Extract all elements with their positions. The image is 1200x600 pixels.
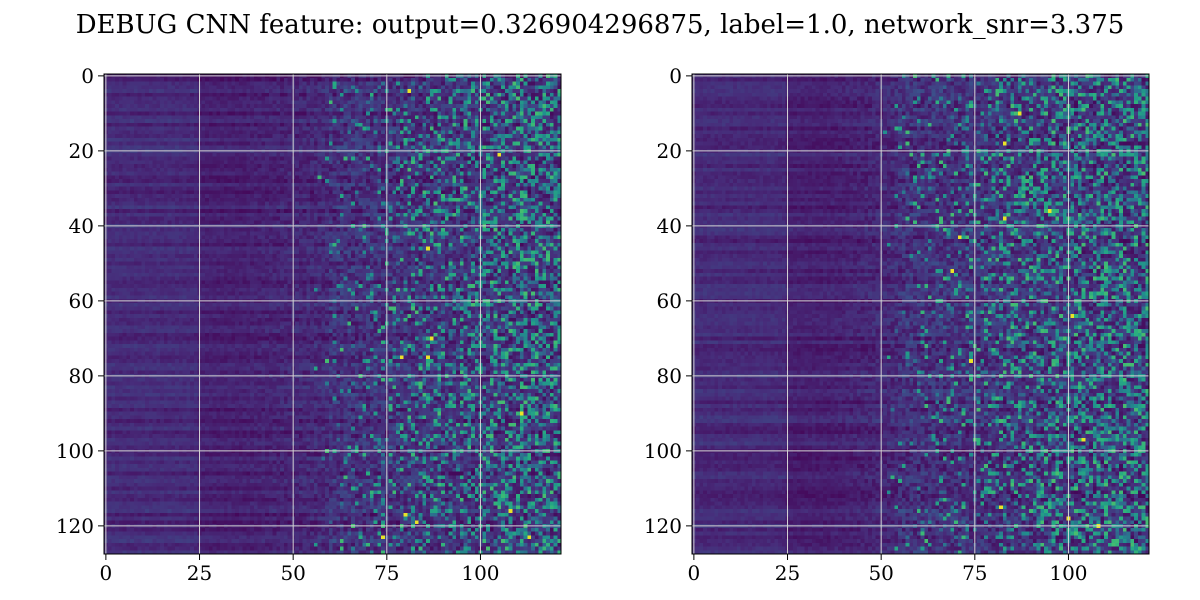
x-tick-label: 100	[1049, 561, 1087, 585]
x-tick-label: 0	[688, 561, 701, 585]
y-tick-label: 80	[657, 364, 682, 388]
figure-suptitle: DEBUG CNN feature: output=0.326904296875…	[76, 10, 1125, 40]
y-tick-label: 60	[657, 289, 682, 313]
x-tick-label: 50	[280, 561, 305, 585]
x-tick-label: 100	[461, 561, 499, 585]
y-tick-label: 100	[644, 439, 682, 463]
x-tick-label: 75	[374, 561, 399, 585]
x-tick-label: 25	[187, 561, 212, 585]
heatmap-cells	[104, 74, 561, 554]
x-tick-label: 50	[868, 561, 893, 585]
x-tick-label: 75	[962, 561, 987, 585]
heatmap-panel-left: 0 25 50 75 100 0 20 40 60 80 100 120	[56, 64, 562, 585]
y-tick-label: 20	[69, 139, 94, 163]
y-tick-label: 80	[69, 364, 94, 388]
y-tick-label: 100	[56, 439, 94, 463]
y-tick-label: 0	[669, 64, 682, 88]
x-tick-label: 0	[100, 561, 113, 585]
y-tick-label: 20	[657, 139, 682, 163]
y-tick-label: 40	[657, 214, 682, 238]
x-tick-label: 25	[775, 561, 800, 585]
y-tick-label: 60	[69, 289, 94, 313]
y-tick-label: 0	[81, 64, 94, 88]
y-tick-label: 120	[56, 514, 94, 538]
heatmap-cells	[692, 74, 1149, 554]
y-tick-label: 40	[69, 214, 94, 238]
y-tick-label: 120	[644, 514, 682, 538]
heatmap-panel-right: 0 25 50 75 100 0 20 40 60 80 100 120	[644, 64, 1150, 585]
